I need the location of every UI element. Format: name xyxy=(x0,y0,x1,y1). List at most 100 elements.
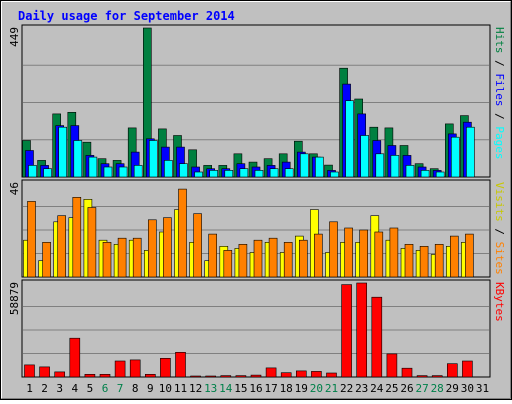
bar-kbytes-day-4 xyxy=(69,337,81,378)
bar-kbytes-day-3 xyxy=(54,371,66,378)
bar-kbytes-day-22 xyxy=(341,284,352,378)
bar-pages-day-15 xyxy=(239,168,249,178)
x-tick-label-day-27: 27 xyxy=(415,382,428,395)
bar-sites-day-6 xyxy=(102,242,112,278)
panel-kbytes: 58879 KBytes xyxy=(8,279,506,378)
x-tick-label-day-2: 2 xyxy=(41,382,48,395)
bar-sites-day-24 xyxy=(374,231,384,278)
bar-pages-day-20 xyxy=(315,156,324,178)
side-label-sites: Sites xyxy=(493,242,506,275)
bar-sites-day-26 xyxy=(404,244,414,278)
bar-kbytes-day-20 xyxy=(311,371,322,378)
x-tick-label-day-11: 11 xyxy=(174,382,187,395)
bar-kbytes-day-23 xyxy=(356,282,368,378)
bar-kbytes-day-21 xyxy=(326,372,337,378)
panel-visits-sites: 46 Visits / Sites xyxy=(8,179,506,278)
x-tick-label-day-10: 10 xyxy=(159,382,172,395)
x-tick-label-day-21: 21 xyxy=(325,382,338,395)
bar-sites-day-25 xyxy=(389,227,399,278)
bar-pages-day-8 xyxy=(133,165,143,178)
x-tick-label-day-25: 25 xyxy=(385,382,398,395)
chart-panels: 449 Hits / Files / Pages 46 Visits / Sites 5… xyxy=(8,24,506,378)
bar-sites-day-3 xyxy=(57,215,67,278)
bar-kbytes-day-16 xyxy=(250,374,262,378)
x-tick-label-day-7: 7 xyxy=(117,382,124,395)
panel-pages-files-hits-side-label: Hits / Files / Pages xyxy=(493,27,506,160)
x-tick-label-day-3: 3 xyxy=(56,382,63,395)
bar-kbytes-day-25 xyxy=(386,353,398,378)
bar-kbytes-day-7 xyxy=(114,360,126,378)
bar-kbytes-day-2 xyxy=(39,366,50,378)
bar-pages-day-6 xyxy=(103,166,113,178)
x-tick-label-day-24: 24 xyxy=(370,382,384,395)
panel-visits-sites-side-label: Visits / Sites xyxy=(493,182,506,275)
bar-pages-day-5 xyxy=(88,156,98,178)
bar-pages-day-10 xyxy=(164,160,173,178)
x-tick-label-day-12: 12 xyxy=(189,382,202,395)
x-tick-label-day-30: 30 xyxy=(461,382,474,395)
bar-pages-day-28 xyxy=(435,171,445,178)
bar-kbytes-day-14 xyxy=(220,375,232,378)
bar-sites-day-30 xyxy=(465,233,474,278)
side-label-hits: Hits xyxy=(493,27,506,54)
bar-sites-day-15 xyxy=(238,244,248,278)
bar-pages-day-14 xyxy=(224,170,234,178)
x-tick-label-day-16: 16 xyxy=(249,382,262,395)
bar-kbytes-day-28 xyxy=(431,375,443,378)
x-tick-label-day-15: 15 xyxy=(234,382,247,395)
bar-pages-day-26 xyxy=(405,165,415,178)
bar-pages-day-29 xyxy=(450,136,460,178)
bar-kbytes-day-5 xyxy=(84,373,96,378)
panel-kbytes-side-label: KBytes xyxy=(493,282,506,322)
bar-kbytes-day-30 xyxy=(462,360,473,378)
bar-kbytes-day-27 xyxy=(416,375,428,378)
bar-sites-day-17 xyxy=(268,237,278,278)
side-label-separator: / xyxy=(493,54,506,74)
bar-sites-day-5 xyxy=(87,207,97,278)
bar-pages-day-19 xyxy=(299,153,309,178)
bar-sites-day-14 xyxy=(223,250,233,278)
x-tick-label-day-20: 20 xyxy=(310,382,323,395)
bar-sites-day-23 xyxy=(359,229,369,278)
bar-pages-day-13 xyxy=(209,170,218,178)
bar-pages-day-2 xyxy=(43,168,52,178)
bar-kbytes-day-18 xyxy=(280,372,292,378)
x-tick-label-day-8: 8 xyxy=(132,382,139,395)
x-tick-label-day-22: 22 xyxy=(340,382,353,395)
bar-sites-day-16 xyxy=(253,239,263,278)
side-label-kbytes: KBytes xyxy=(493,282,506,322)
bar-sites-day-22 xyxy=(344,227,353,278)
panel-pages-files-hits-ymax-label: 449 xyxy=(8,27,21,47)
x-tick-label-day-18: 18 xyxy=(280,382,293,395)
bar-sites-day-27 xyxy=(419,246,429,278)
bar-pages-day-1 xyxy=(28,165,37,178)
bar-pages-day-22 xyxy=(345,100,354,178)
bar-kbytes-day-13 xyxy=(205,375,216,378)
bar-sites-day-19 xyxy=(298,239,308,278)
x-tick-label-day-23: 23 xyxy=(355,382,368,395)
bar-pages-day-17 xyxy=(269,168,279,178)
side-label-files: Files xyxy=(493,73,506,106)
x-tick-label-day-28: 28 xyxy=(431,382,444,395)
x-tick-label-day-29: 29 xyxy=(446,382,459,395)
x-tick-label-day-31: 31 xyxy=(476,382,489,395)
x-tick-label-day-13: 13 xyxy=(204,382,217,395)
bar-kbytes-day-11 xyxy=(175,351,186,378)
side-label-visits: Visits xyxy=(493,182,506,222)
bar-sites-day-7 xyxy=(117,237,127,278)
bar-sites-day-28 xyxy=(434,244,444,278)
bar-kbytes-day-15 xyxy=(235,375,247,378)
bar-sites-day-11 xyxy=(178,188,187,278)
bar-sites-day-4 xyxy=(72,197,82,278)
bar-kbytes-day-10 xyxy=(160,357,171,378)
bar-kbytes-day-19 xyxy=(295,370,307,378)
bar-pages-day-25 xyxy=(390,155,400,178)
side-label-pages: Pages xyxy=(493,126,506,159)
x-axis-tick-labels: 1 2 3 4 5 6 7 8 9 10 11 12 13 14 15 16 17 18 19 20 21 22 23 24 2… xyxy=(26,382,489,395)
bar-pages-day-9 xyxy=(149,140,158,178)
x-tick-label-day-17: 17 xyxy=(264,382,277,395)
chart-title: Daily usage for September 2014 xyxy=(18,9,235,23)
bar-kbytes-day-6 xyxy=(99,373,111,378)
